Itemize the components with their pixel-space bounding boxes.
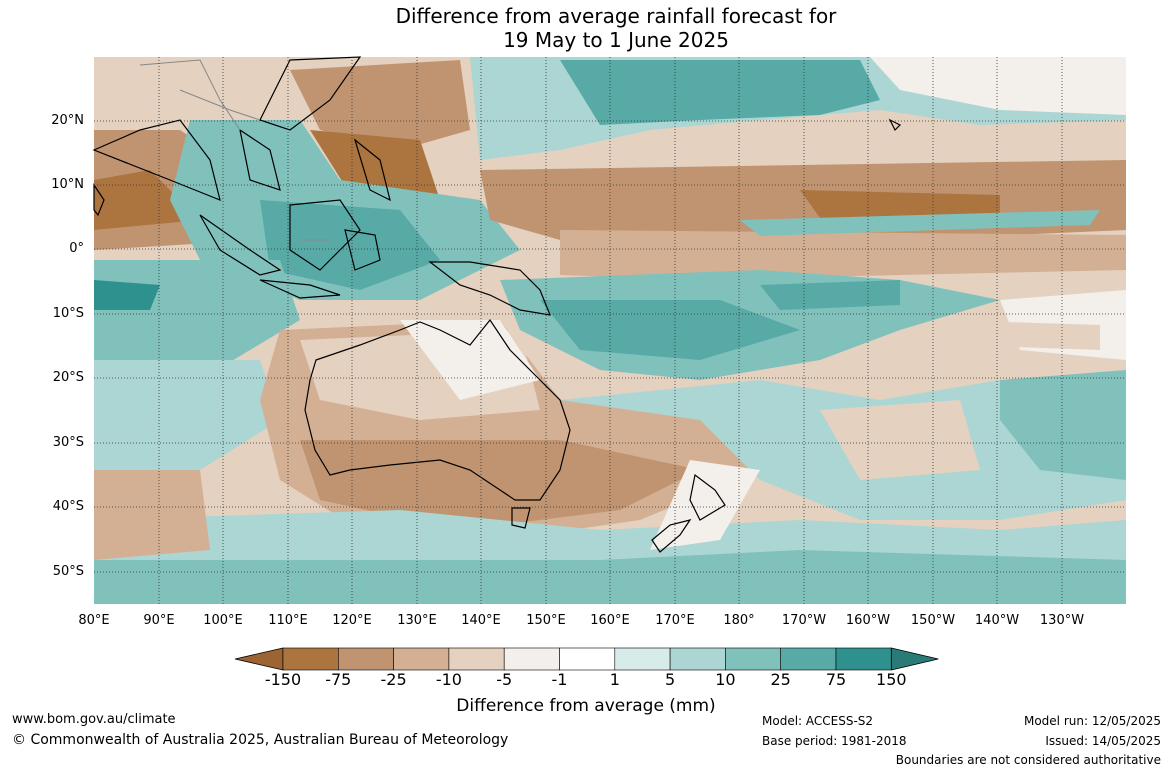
- colorbar: [234, 647, 939, 671]
- colorbar-tick-label: -75: [325, 670, 352, 689]
- lon-label: 100°E: [203, 613, 243, 628]
- map-title: Difference from average rainfall forecas…: [0, 4, 1173, 52]
- colorbar-segment: [559, 647, 616, 671]
- rainfall-map: 20°N 10°N 0° 10°S 20°S 30°S 40°S 50°S 80…: [51, 56, 1126, 628]
- footer-copyright: © Commonwealth of Australia 2025, Austra…: [12, 732, 509, 748]
- lat-label: 10°N: [51, 177, 84, 192]
- title-line-1: Difference from average rainfall forecas…: [395, 4, 837, 28]
- lat-label: 0°: [69, 241, 84, 256]
- lat-label: 20°S: [52, 370, 84, 385]
- colorbar-tick-label: 25: [770, 670, 791, 689]
- lon-label: 130°W: [1039, 613, 1085, 628]
- lon-label: 140°E: [461, 613, 501, 628]
- lat-label: 10°S: [52, 306, 84, 321]
- colorbar-arrow-high: [890, 647, 939, 671]
- footer-disclaimer: Boundaries are not considered authoritat…: [895, 753, 1161, 767]
- footer-model: Model: ACCESS-S2: [762, 714, 874, 728]
- lat-label: 20°N: [51, 113, 84, 128]
- lon-label: 140°W: [974, 613, 1020, 628]
- colorbar-segment: [337, 647, 394, 671]
- lat-label: 30°S: [52, 435, 84, 450]
- lon-label: 160°W: [845, 613, 891, 628]
- colorbar-tick-label: -1: [551, 670, 568, 689]
- colorbar-tick-label: 75: [825, 670, 847, 689]
- country-borders: [139, 59, 330, 241]
- colorbar-segment: [503, 647, 560, 671]
- colorbar-tick-label: 1: [609, 670, 620, 689]
- colorbar-tick-label: 150: [876, 670, 907, 689]
- lon-label: 120°E: [332, 613, 372, 628]
- graticule: [94, 57, 1126, 604]
- lon-label: 110°E: [268, 613, 308, 628]
- lon-label: 180°: [723, 613, 755, 628]
- colorbar-segment: [835, 647, 892, 671]
- colorbar-tick-label: 10: [715, 670, 736, 689]
- lat-label: 50°S: [52, 564, 84, 579]
- footer-issued: Issued: 14/05/2025: [1045, 734, 1161, 748]
- colorbar-segment: [393, 647, 450, 671]
- colorbar-segment: [448, 647, 505, 671]
- footer-base-period: Base period: 1981-2018: [762, 734, 907, 748]
- colorbar-segment: [669, 647, 726, 671]
- coastlines: [92, 56, 902, 553]
- colorbar-segment: [282, 647, 339, 671]
- title-line-2: 19 May to 1 June 2025: [503, 28, 729, 52]
- anomaly-field: [94, 57, 1126, 604]
- colorbar-tick-label: -5: [496, 670, 513, 689]
- footer-model-run: Model run: 12/05/2025: [1023, 714, 1161, 728]
- colorbar-tick-label: -150: [264, 670, 302, 689]
- map-svg: [92, 56, 1126, 604]
- colorbar-segments: [234, 647, 939, 671]
- colorbar-segment: [780, 647, 837, 671]
- colorbar-segment: [614, 647, 671, 671]
- colorbar-segment: [725, 647, 782, 671]
- colorbar-tick-label: -25: [380, 670, 407, 689]
- lat-label: 40°S: [52, 499, 84, 514]
- colorbar-tick-label: -10: [435, 670, 462, 689]
- footer-url: www.bom.gov.au/climate: [12, 712, 176, 727]
- lon-label: 90°E: [143, 613, 175, 628]
- lon-label: 80°E: [78, 613, 110, 628]
- lon-label: 170°E: [655, 613, 695, 628]
- lon-label: 130°E: [397, 613, 437, 628]
- lon-label: 160°E: [590, 613, 630, 628]
- lon-label: 150°W: [910, 613, 956, 628]
- colorbar-arrow-low: [234, 647, 284, 671]
- lon-label: 170°W: [781, 613, 827, 628]
- lon-label: 150°E: [526, 613, 566, 628]
- colorbar-tick-label: 5: [665, 670, 676, 689]
- colorbar-title: Difference from average (mm): [456, 696, 716, 716]
